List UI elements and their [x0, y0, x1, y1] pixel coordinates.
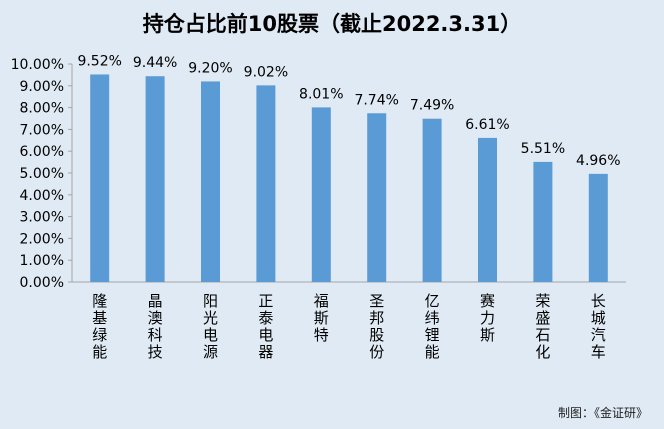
data-label: 8.01%	[299, 86, 343, 102]
y-tick-label: 4.00%	[20, 188, 64, 204]
data-label: 6.61%	[465, 117, 509, 133]
y-tick-label: 9.00%	[20, 79, 64, 95]
y-tick-label: 8.00%	[20, 101, 64, 117]
category-label: 长城汽车	[591, 292, 606, 361]
data-label: 4.96%	[576, 153, 620, 169]
bar	[367, 113, 387, 282]
y-tick-label: 7.00%	[20, 122, 64, 138]
data-label: 7.49%	[410, 98, 454, 114]
bar	[201, 81, 220, 282]
data-label: 5.51%	[521, 141, 565, 157]
category-label: 福斯特	[314, 292, 329, 344]
category-label: 荣盛石化	[535, 292, 550, 361]
bar	[588, 173, 608, 282]
bar	[311, 107, 331, 282]
bar	[256, 85, 276, 282]
category-label: 隆基绿能	[92, 292, 107, 361]
data-label: 9.52%	[77, 53, 121, 69]
category-label: 阳光电源	[203, 292, 218, 361]
category-label: 亿纬锂能	[425, 292, 440, 361]
data-label: 7.74%	[354, 92, 398, 108]
bar	[145, 76, 165, 282]
y-tick-label: 2.00%	[20, 231, 64, 247]
data-label: 9.02%	[244, 64, 288, 80]
bar	[90, 74, 110, 283]
bar	[533, 161, 553, 282]
category-label: 晶澳科技	[148, 292, 163, 361]
chart-title: 持仓占比前10股票（截止2022.3.31）	[142, 12, 522, 36]
chart-credit: 制图：《金证研》	[557, 406, 648, 420]
y-tick-label: 1.00%	[20, 253, 64, 269]
bar	[422, 118, 442, 282]
y-tick-label: 6.00%	[20, 144, 64, 160]
y-tick-label: 0.00%	[20, 275, 64, 291]
data-label: 9.20%	[188, 60, 232, 76]
bar	[478, 137, 497, 282]
y-tick-label: 10.00%	[11, 57, 64, 73]
y-tick-label: 3.00%	[20, 210, 64, 226]
category-label: 赛力斯	[480, 292, 495, 344]
data-label: 9.44%	[133, 55, 177, 71]
category-label: 圣邦股份	[369, 292, 384, 361]
y-tick-label: 5.00%	[20, 166, 64, 182]
category-label: 正泰电器	[258, 292, 273, 361]
